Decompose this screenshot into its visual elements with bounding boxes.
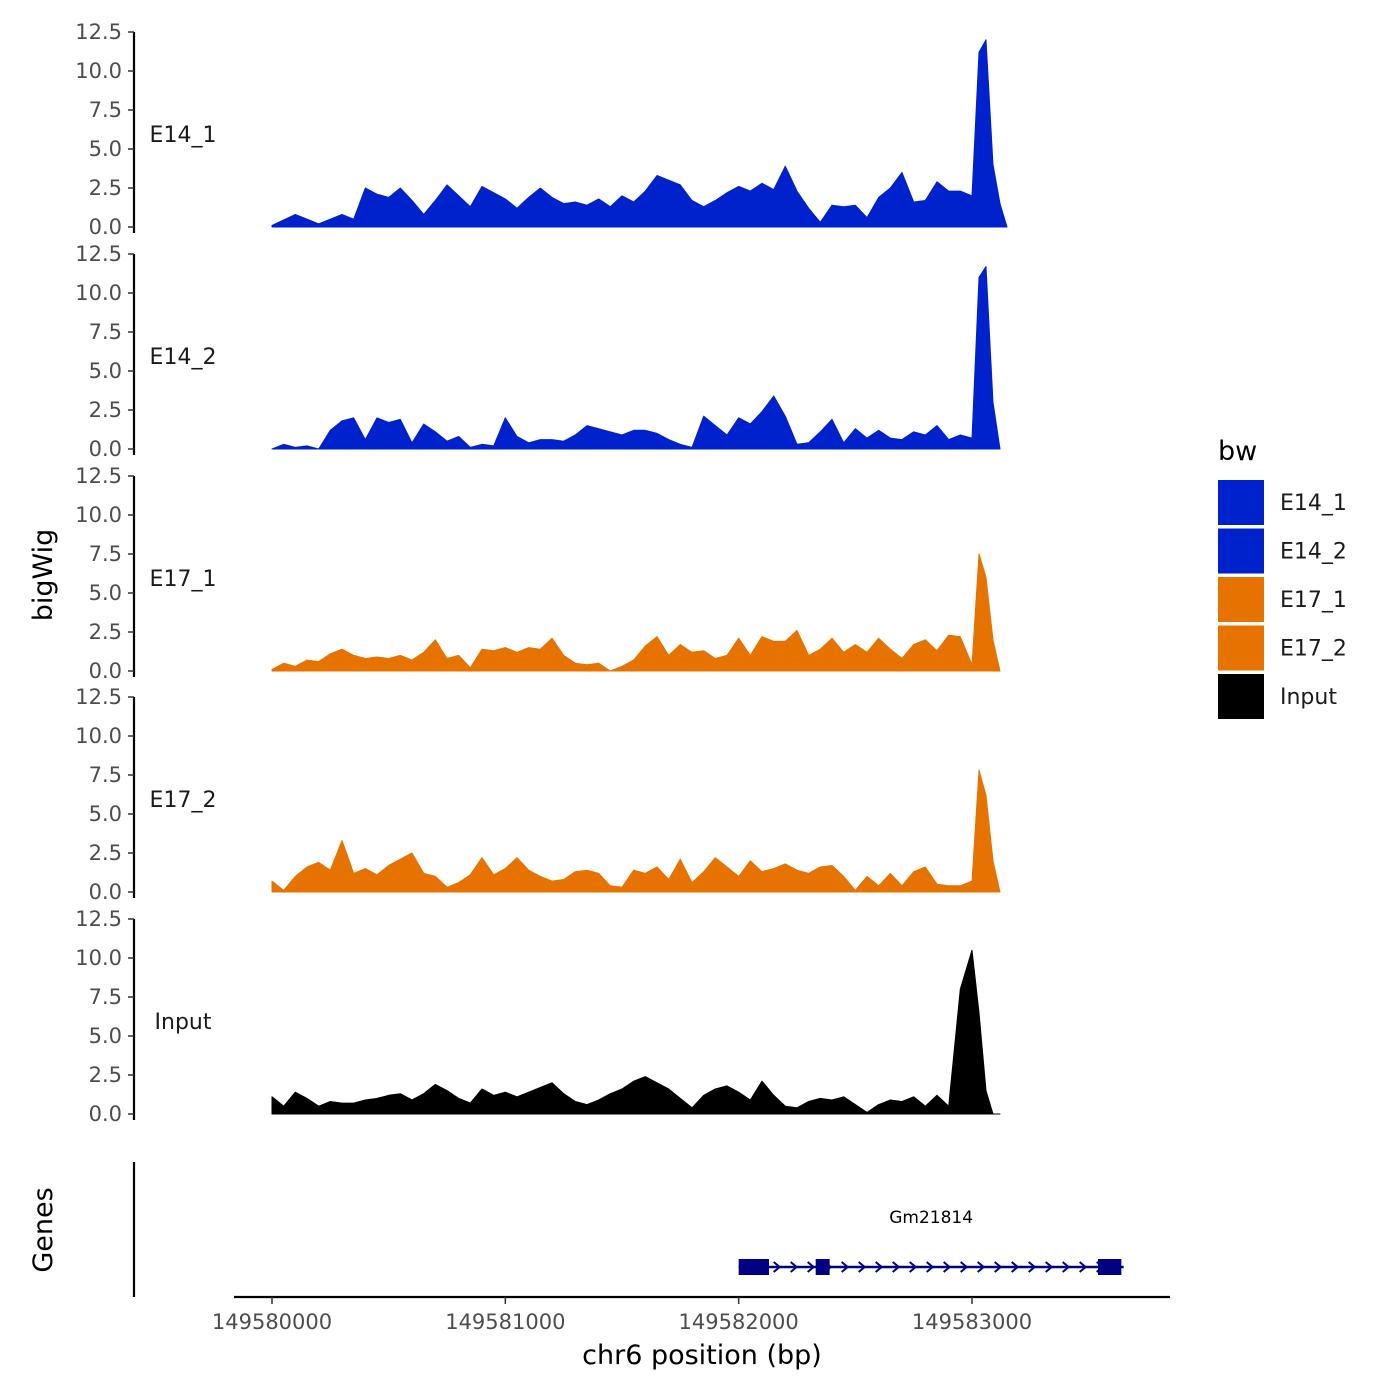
gene-label: Gm21814: [889, 1208, 973, 1228]
strand-chevron: [943, 1261, 952, 1273]
track-label: E17_1: [150, 567, 217, 592]
y-tick-label: 10.0: [75, 503, 122, 527]
y-tick-label: 5.0: [89, 581, 122, 605]
strand-chevron: [909, 1261, 918, 1273]
legend-key-E17_1: [1218, 577, 1264, 622]
x-axis-title: chr6 position (bp): [582, 1340, 822, 1371]
x-tick-label: 149580000: [212, 1310, 332, 1334]
gene-exon: [815, 1259, 830, 1275]
gene-exon: [1098, 1259, 1122, 1275]
y-tick-label: 10.0: [75, 281, 122, 305]
y-tick-label: 0.0: [89, 437, 122, 461]
signal-tracks: 0.0 2.5 5.0 7.5 10.0 12.5 E14_1 0.0 2.5 5.0 7.5 10.…: [75, 20, 1008, 1126]
legend-label: E17_1: [1280, 588, 1347, 613]
strand-chevron: [773, 1261, 782, 1273]
legend: bw E14_1 E14_2 E17_1 E17_2 Input: [1218, 436, 1347, 719]
strand-chevron: [1079, 1261, 1088, 1273]
y-tick-label: 2.5: [89, 1063, 122, 1087]
y-tick-label: 2.5: [89, 398, 122, 422]
strand-chevron: [1028, 1261, 1037, 1273]
y-tick-label: 10.0: [75, 946, 122, 970]
strand-chevron: [994, 1261, 1003, 1273]
gene-Gm21814: Gm21814: [738, 1208, 1124, 1275]
legend-title: bw: [1218, 436, 1257, 467]
y-tick-label: 7.5: [89, 763, 122, 787]
strand-chevron: [892, 1261, 901, 1273]
signal-area-E14_1: [271, 39, 1008, 228]
track-panel-E17_2: 0.0 2.5 5.0 7.5 10.0 12.5 E17_2: [75, 685, 1001, 904]
strand-chevron: [790, 1261, 799, 1273]
strand-chevron: [1045, 1261, 1054, 1273]
signal-area-E17_2: [271, 769, 1001, 893]
track-label: E14_1: [150, 123, 217, 148]
y-tick-label: 5.0: [89, 137, 122, 161]
x-axis: 149580000 149581000 149582000 149583000: [212, 1295, 1170, 1334]
y-tick-label: 7.5: [89, 320, 122, 344]
y-tick-label: 2.5: [89, 620, 122, 644]
signal-area-E14_2: [271, 266, 1001, 450]
y-tick-label: 7.5: [89, 985, 122, 1009]
track-label: Input: [155, 1010, 212, 1035]
track-panel-E17_1: 0.0 2.5 5.0 7.5 10.0 12.5 E17_1: [75, 464, 1001, 683]
strand-chevron: [1062, 1261, 1071, 1273]
y-tick-label: 12.5: [75, 464, 122, 488]
x-tick-label: 149583000: [912, 1310, 1032, 1334]
y-tick-label: 0.0: [89, 880, 122, 904]
y-tick-label: 10.0: [75, 724, 122, 748]
y-tick-label: 5.0: [89, 359, 122, 383]
genes-track-title: Genes: [28, 1187, 59, 1272]
y-axis-title: bigWig: [28, 529, 59, 622]
y-tick-label: 2.5: [89, 176, 122, 200]
y-tick-label: 12.5: [75, 907, 122, 931]
strand-chevron: [807, 1261, 816, 1273]
legend-label: Input: [1280, 685, 1337, 710]
y-tick-label: 7.5: [89, 98, 122, 122]
y-tick-label: 5.0: [89, 1024, 122, 1048]
legend-key-E14_2: [1218, 528, 1264, 574]
track-panel-E14_1: 0.0 2.5 5.0 7.5 10.0 12.5 E14_1: [75, 20, 1008, 239]
y-tick-label: 7.5: [89, 542, 122, 566]
strand-chevron: [841, 1261, 850, 1273]
y-tick-label: 10.0: [75, 59, 122, 83]
y-tick-label: 12.5: [75, 20, 122, 44]
legend-key-Input: [1218, 674, 1264, 719]
track-label: E14_2: [150, 345, 217, 370]
y-tick-label: 0.0: [89, 215, 122, 239]
y-tick-label: 12.5: [75, 242, 122, 266]
y-tick-label: 2.5: [89, 841, 122, 865]
x-tick-label: 149582000: [679, 1310, 799, 1334]
track-panel-Input: 0.0 2.5 5.0 7.5 10.0 12.5 Input: [75, 907, 1001, 1126]
track-panel-E14_2: 0.0 2.5 5.0 7.5 10.0 12.5 E14_2: [75, 242, 1001, 461]
x-tick-label: 149581000: [445, 1310, 565, 1334]
legend-key-E17_2: [1218, 625, 1264, 671]
signal-area-Input: [271, 949, 1001, 1115]
y-tick-label: 0.0: [89, 659, 122, 683]
y-tick-label: 12.5: [75, 685, 122, 709]
gene-exon: [738, 1259, 769, 1275]
strand-chevron: [977, 1261, 986, 1273]
legend-key-E14_1: [1218, 480, 1264, 525]
legend-label: E14_2: [1280, 540, 1347, 565]
strand-chevron: [926, 1261, 935, 1273]
strand-chevron: [1011, 1261, 1020, 1273]
genes-track: Gm21814: [132, 1162, 1124, 1297]
strand-chevron: [858, 1261, 867, 1273]
signal-area-E17_1: [271, 553, 1001, 672]
strand-chevron: [960, 1261, 969, 1273]
legend-label: E17_2: [1280, 637, 1347, 662]
strand-chevron: [875, 1261, 884, 1273]
track-label: E17_2: [150, 788, 217, 813]
y-tick-label: 5.0: [89, 802, 122, 826]
legend-label: E14_1: [1280, 491, 1347, 516]
y-tick-label: 0.0: [89, 1102, 122, 1126]
